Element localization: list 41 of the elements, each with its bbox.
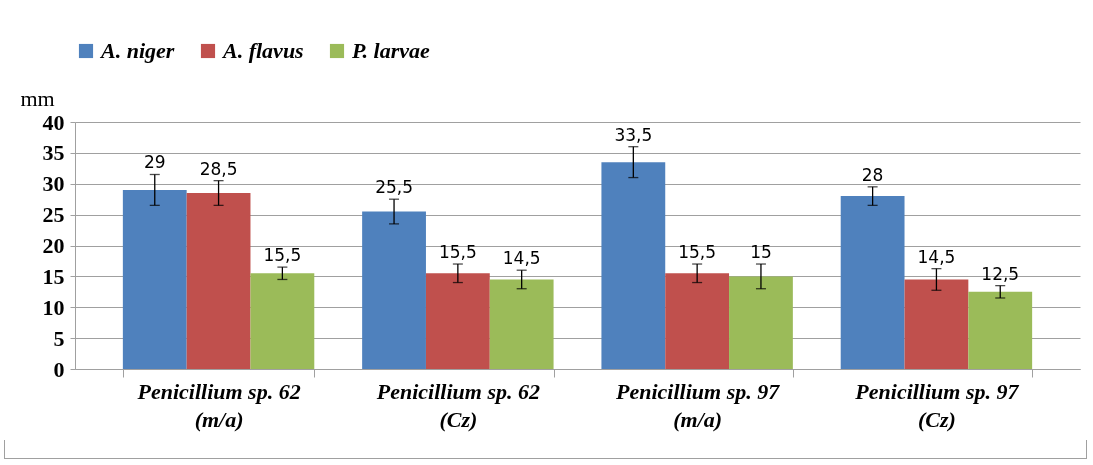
y-tick-label: 30: [42, 171, 65, 197]
x-tick-label: Penicillium sp. 97 (Cz): [854, 378, 1020, 432]
data-label: 15,5: [678, 242, 717, 263]
y-tick-label: 15: [42, 263, 65, 289]
bar: [904, 279, 969, 369]
y-tick-label: 20: [42, 233, 65, 258]
y-tick-label: 25: [42, 202, 65, 228]
data-label: 14,5: [502, 248, 541, 269]
bar: [489, 279, 554, 369]
bar: [362, 211, 426, 369]
data-label: 15,5: [438, 242, 477, 263]
data-label: 33,5: [614, 124, 653, 145]
bar: [122, 189, 187, 369]
bar: [250, 273, 315, 369]
data-label: 25,5: [375, 177, 413, 198]
bar: [840, 196, 905, 369]
bar: [665, 273, 730, 369]
legend-label: A. niger: [99, 38, 175, 63]
bar: [968, 291, 1033, 369]
x-tick-label: Penicillium sp. 62 (m/a): [136, 378, 301, 432]
data-label: 28: [861, 164, 884, 185]
y-tick-label: 35: [42, 140, 65, 166]
data-label: 14,5: [917, 246, 956, 267]
y-tick-label: 10: [42, 294, 65, 320]
y-tick-label: 5: [53, 325, 65, 351]
data-label: 12,5: [981, 263, 1020, 284]
legend-label: P. larvae: [351, 38, 431, 63]
legend-label: A. flavus: [221, 38, 304, 63]
bar: [186, 193, 251, 369]
bar: [601, 162, 666, 369]
bar: [729, 276, 793, 369]
data-label: 15,5: [263, 245, 302, 266]
y-tick-label: 0: [53, 356, 65, 382]
data-label: 29: [143, 152, 166, 173]
data-label: 28,5: [199, 158, 238, 179]
x-tick-label: Penicillium sp. 62 (Cz): [375, 378, 540, 432]
bar: [425, 273, 490, 369]
data-label: 15: [750, 242, 772, 263]
y-tick-label: 40: [42, 109, 65, 135]
y-axis-title: mm: [20, 85, 55, 111]
x-tick-label: Penicillium sp. 97 (m/a): [615, 378, 781, 432]
